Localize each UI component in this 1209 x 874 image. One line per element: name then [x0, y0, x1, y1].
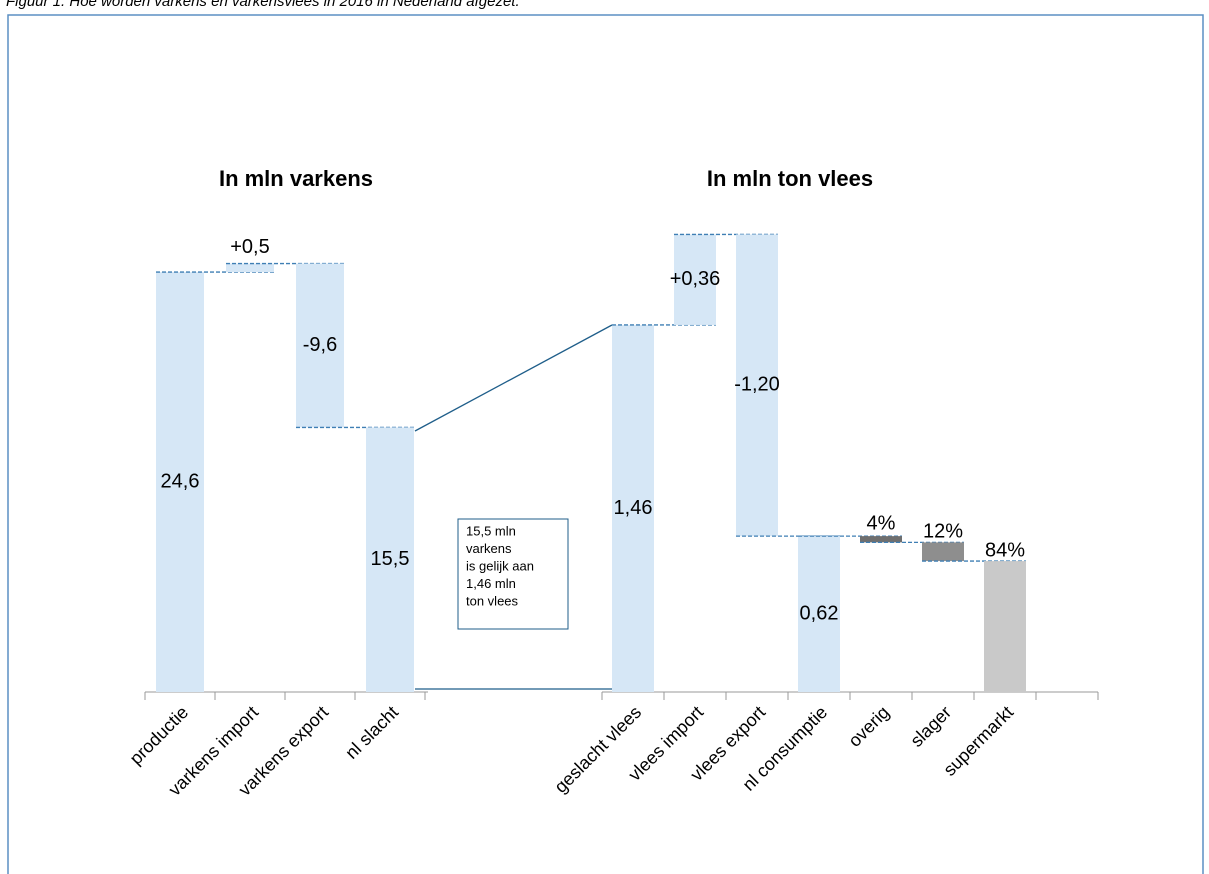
bar [612, 324, 654, 692]
caption: Figuur 1. Hoe worden varkens en varkensv… [6, 0, 520, 10]
share-bar [860, 536, 902, 543]
bar [156, 272, 204, 692]
x-tick-label: overig [844, 702, 893, 751]
data-label: +0,5 [230, 236, 269, 258]
data-label: 12% [923, 521, 963, 543]
annotation-text: ton vlees [466, 593, 519, 608]
annotation-text: varkens [466, 541, 512, 556]
annotation-box [457, 518, 569, 630]
bar [296, 263, 344, 428]
bar [226, 263, 274, 273]
share-bar [922, 542, 964, 562]
bar [366, 427, 414, 692]
data-label: -1,20 [734, 374, 780, 396]
annotation-text: 15,5 mln [466, 523, 516, 538]
annotation-text: 1,46 mln [466, 576, 516, 591]
data-label: +0,36 [670, 268, 721, 290]
data-label: -9,6 [303, 334, 337, 356]
frame [7, 14, 1204, 874]
data-label: 24,6 [161, 470, 200, 492]
data-label: 15,5 [371, 548, 410, 570]
annotation-text: is gelijk aan [466, 558, 534, 573]
data-label: 84% [985, 539, 1025, 561]
data-label: 1,46 [614, 497, 653, 519]
x-tick-label: productie [126, 702, 193, 769]
bar [736, 234, 778, 537]
x-tick-label: slager [906, 702, 955, 751]
connector [414, 324, 613, 432]
x-tick-label: geslacht vlees [550, 702, 645, 797]
chart-title: In mln ton vlees [707, 166, 873, 191]
data-label: 0,62 [800, 602, 839, 624]
x-tick-label: nl slacht [341, 702, 402, 763]
bar [674, 234, 716, 325]
data-label: 4% [867, 512, 896, 534]
chart-title: In mln varkens [219, 166, 373, 191]
share-bar [984, 561, 1026, 692]
bar [798, 536, 840, 692]
